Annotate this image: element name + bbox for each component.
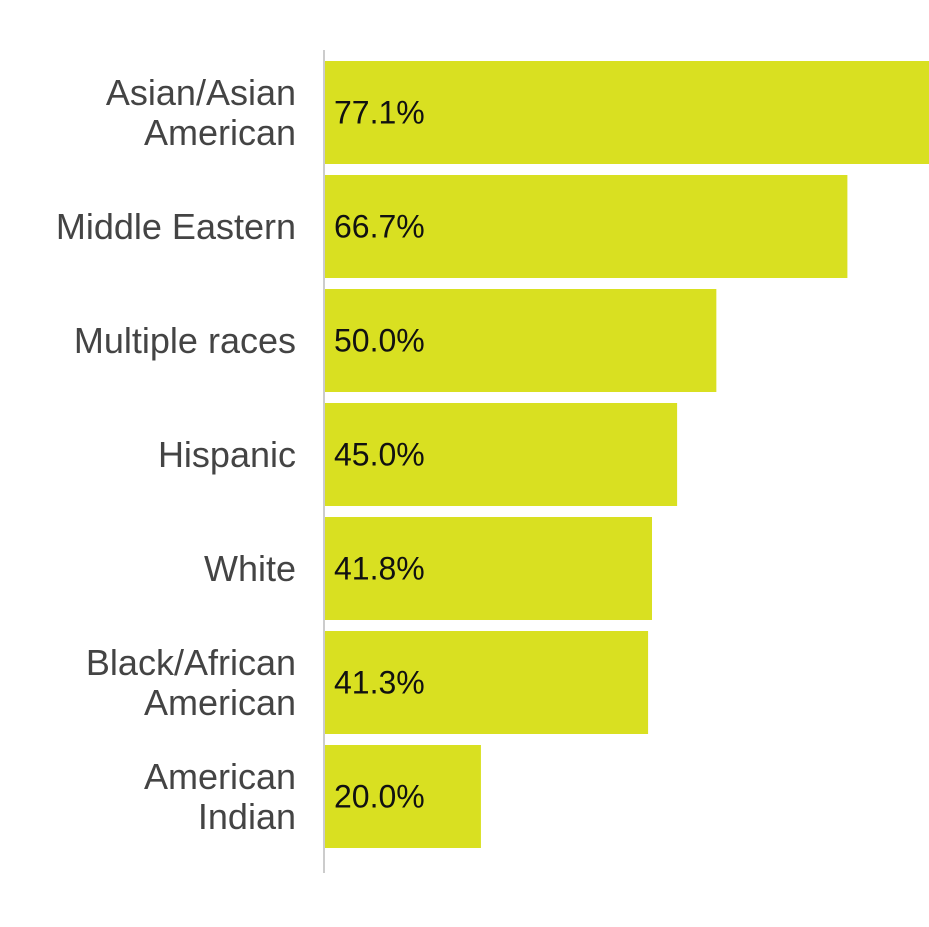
bar-value-label: 77.1% <box>334 95 425 131</box>
category-label: Black/African American <box>86 642 296 723</box>
bar-value-label: 66.7% <box>334 209 425 245</box>
bar-value-label: 41.8% <box>334 551 425 587</box>
bar <box>325 517 653 620</box>
category-label: Asian/Asian American <box>106 72 296 153</box>
bar <box>325 289 717 392</box>
category-label-line: American <box>144 682 296 723</box>
category-label-line: American <box>144 112 296 153</box>
category-label: White <box>204 548 296 589</box>
bar-value-label: 41.3% <box>334 665 425 701</box>
bar-value-label: 50.0% <box>334 323 425 359</box>
bar <box>325 631 649 734</box>
category-label-line: Black/African <box>86 642 296 683</box>
category-label: Middle Eastern <box>56 206 296 247</box>
bar-value-label: 45.0% <box>334 437 425 473</box>
category-label: American Indian <box>144 756 296 837</box>
category-label-line: Middle Eastern <box>56 206 296 247</box>
bar <box>325 61 929 164</box>
bar-value-label: 20.0% <box>334 779 425 815</box>
category-label: Hispanic <box>158 434 296 475</box>
category-label-line: American <box>144 756 296 797</box>
bar <box>325 745 481 848</box>
bar <box>325 403 678 506</box>
category-label-line: Indian <box>198 796 296 837</box>
category-label: Multiple races <box>74 320 296 361</box>
category-label-line: Multiple races <box>74 320 296 361</box>
category-label-line: White <box>204 548 296 589</box>
category-label-line: Asian/Asian <box>106 72 296 113</box>
category-label-line: Hispanic <box>158 434 296 475</box>
bar <box>325 175 848 278</box>
